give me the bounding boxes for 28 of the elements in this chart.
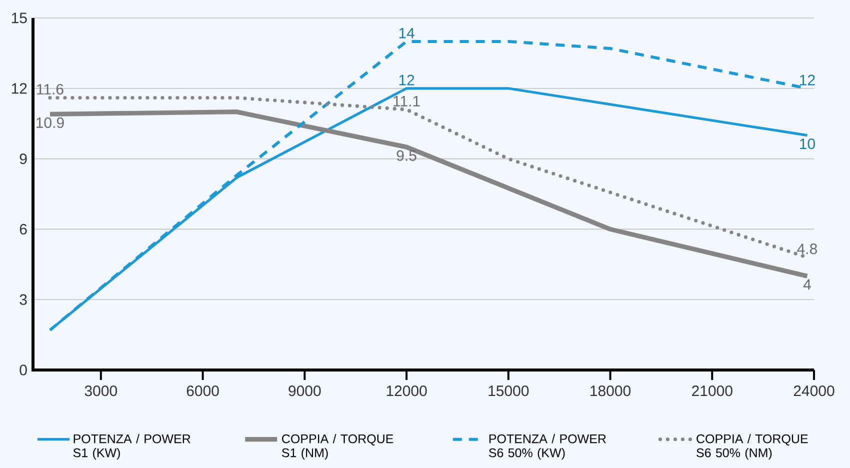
- y-tick-label: 12: [12, 83, 27, 94]
- y-tick-label: 15: [12, 12, 27, 24]
- legend-label: POTENZA / POWER S1 (KW): [73, 434, 190, 460]
- x-tick-label: 3000: [84, 386, 117, 396]
- x-tick-label: 15000: [488, 386, 529, 396]
- data-label: 10: [800, 138, 815, 150]
- x-tick-label: 21000: [692, 386, 732, 396]
- legend-label: COPPIA / TORQUE S6 50% (NM): [696, 434, 808, 460]
- data-label: 9.5: [396, 150, 416, 161]
- y-tick-label: 3: [20, 294, 27, 305]
- x-tick-label: 24000: [794, 386, 834, 396]
- x-tick-label: 18000: [590, 386, 631, 396]
- x-tick-label: 9000: [288, 386, 321, 396]
- y-tick-label: 6: [20, 224, 27, 234]
- x-tick-label: 12000: [386, 386, 427, 396]
- x-tick-label: 6000: [186, 386, 219, 396]
- legend-label: POTENZA / POWER S6 50% (KW): [488, 434, 606, 460]
- data-label: 11.1: [394, 96, 420, 106]
- y-tick-label: 9: [20, 153, 27, 164]
- data-label: 4: [803, 279, 811, 290]
- data-label: 12: [800, 74, 815, 86]
- y-tick-label: 0: [20, 364, 27, 376]
- legend-label: COPPIA / TORQUE S1 (NM): [282, 434, 394, 460]
- data-label: 14: [399, 28, 414, 38]
- data-label: 12: [399, 74, 414, 86]
- data-label: 10.9: [36, 117, 64, 128]
- data-label: 4.8: [797, 244, 817, 254]
- data-label: 11.6: [37, 84, 64, 95]
